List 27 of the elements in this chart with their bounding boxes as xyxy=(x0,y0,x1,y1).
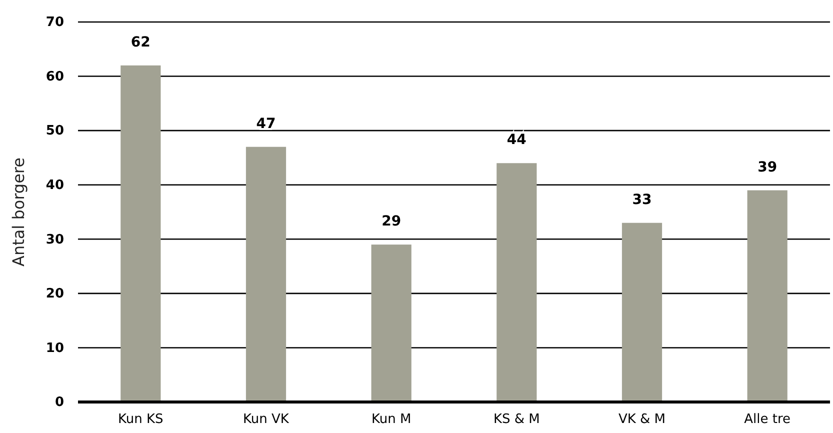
x-tick-label: Kun KS xyxy=(118,412,164,428)
bar xyxy=(496,163,537,402)
data-label: 44 xyxy=(506,132,527,148)
y-tick-label: 10 xyxy=(46,340,64,356)
bar xyxy=(747,190,788,402)
bar xyxy=(120,65,161,402)
data-label: 62 xyxy=(130,34,150,50)
x-tick-label: Kun VK xyxy=(243,412,290,428)
bar xyxy=(622,222,662,402)
y-tick-label: 30 xyxy=(46,232,64,248)
x-tick-label: Kun M xyxy=(371,412,412,428)
y-tick-label: 20 xyxy=(46,286,64,302)
data-label: 33 xyxy=(632,192,652,208)
y-tick-label: 60 xyxy=(46,69,64,84)
x-tick-label: KS & M xyxy=(493,412,540,428)
y-tick-label: 0 xyxy=(54,395,64,410)
y-tick-label: 70 xyxy=(46,15,64,30)
bar xyxy=(371,244,412,402)
data-label: 39 xyxy=(758,159,778,176)
x-tick-label: Alle tre xyxy=(744,412,791,428)
data-label: 47 xyxy=(256,116,276,132)
y-tick-label: 40 xyxy=(46,178,64,194)
y-tick-label: 50 xyxy=(46,124,64,139)
data-label: 29 xyxy=(382,214,402,230)
bar xyxy=(246,146,286,402)
y-axis-title: Antal borgere xyxy=(9,157,28,267)
x-tick-label: VK & M xyxy=(618,412,666,428)
